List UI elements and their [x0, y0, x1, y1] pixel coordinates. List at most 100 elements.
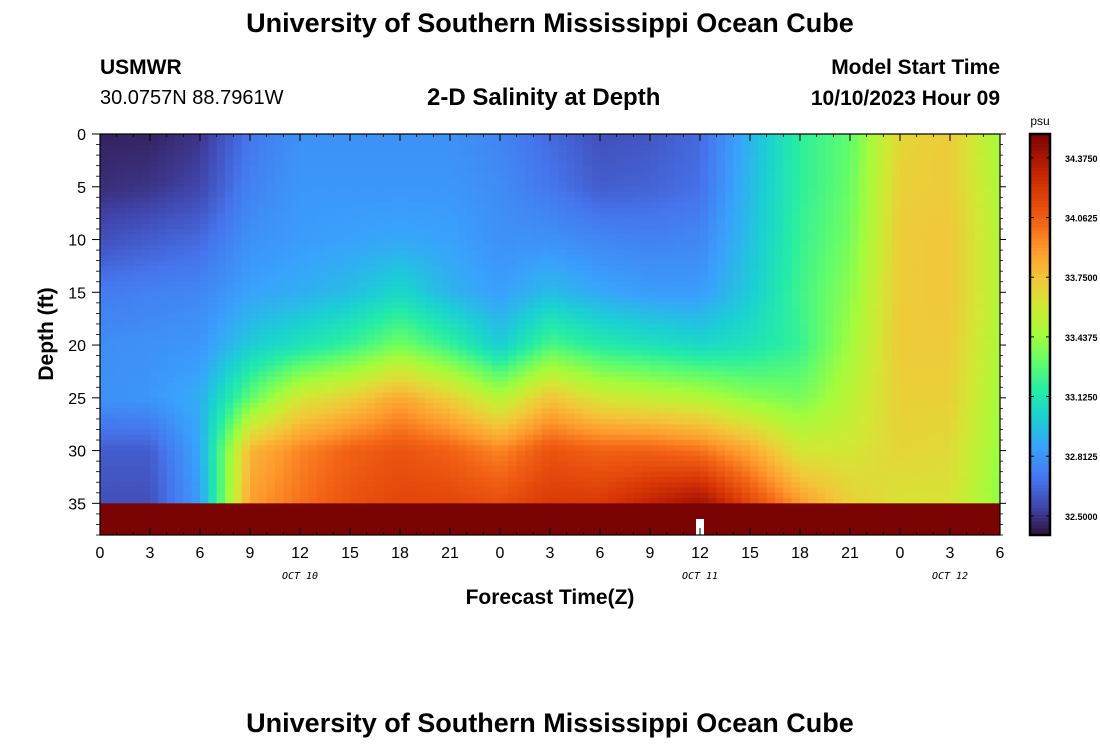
- heatmap-cell: [458, 403, 468, 409]
- heatmap-cell: [383, 302, 393, 309]
- heatmap-cell: [266, 334, 276, 341]
- heatmap-cell: [325, 455, 334, 462]
- heatmap-cell: [116, 165, 126, 172]
- heatmap-cell: [608, 202, 618, 209]
- heatmap-cell: [375, 255, 384, 262]
- heatmap-cell: [283, 366, 293, 373]
- heatmap-cell: [566, 260, 576, 267]
- heatmap-cell: [150, 529, 159, 535]
- heatmap-cell: [533, 339, 543, 346]
- heatmap-cell: [216, 134, 226, 140]
- heatmap-cell: [508, 255, 518, 262]
- heatmap-cell: [558, 302, 568, 309]
- heatmap-cell: [466, 255, 476, 262]
- heatmap-cell: [625, 376, 634, 383]
- heatmap-cell: [591, 239, 601, 246]
- heatmap-cell: [166, 387, 176, 394]
- heatmap-cell: [208, 292, 218, 299]
- heatmap-cell: [575, 413, 584, 420]
- heatmap-cell: [383, 244, 393, 251]
- heatmap-cell: [216, 281, 226, 288]
- heatmap-cell: [391, 492, 401, 499]
- heatmap-cell: [300, 160, 309, 167]
- heatmap-cell: [275, 181, 284, 188]
- heatmap-cell: [375, 445, 384, 452]
- heatmap-cell: [333, 318, 343, 325]
- heatmap-cell: [350, 355, 359, 362]
- heatmap-cell: [533, 529, 543, 535]
- heatmap-cell: [391, 207, 401, 214]
- heatmap-cell: [258, 371, 268, 378]
- heatmap-cell: [258, 360, 268, 367]
- heatmap-cell: [150, 429, 159, 436]
- heatmap-cell: [375, 260, 384, 267]
- heatmap-cell: [333, 192, 343, 198]
- heatmap-cell: [533, 366, 543, 373]
- heatmap-cell: [383, 508, 393, 515]
- heatmap-cell: [275, 255, 284, 262]
- heatmap-cell: [358, 418, 368, 425]
- heatmap-cell: [591, 513, 601, 520]
- heatmap-cell: [133, 276, 143, 283]
- heatmap-cell: [158, 508, 168, 515]
- heatmap-cell: [208, 403, 218, 409]
- heatmap-cell: [466, 181, 476, 188]
- heatmap-cell: [583, 250, 593, 256]
- heatmap-cell: [583, 271, 593, 278]
- heatmap-cell: [475, 366, 484, 373]
- heatmap-cell: [508, 350, 518, 357]
- heatmap-cell: [108, 471, 118, 478]
- heatmap-cell: [516, 403, 526, 409]
- heatmap-cell: [125, 355, 134, 362]
- heatmap-cell: [366, 487, 376, 494]
- heatmap-cell: [558, 139, 568, 146]
- heatmap-cell: [450, 424, 459, 431]
- heatmap-cell: [375, 492, 384, 499]
- heatmap-cell: [275, 186, 284, 193]
- heatmap-cell: [158, 302, 168, 309]
- heatmap-cell: [208, 455, 218, 462]
- heatmap-cell: [208, 392, 218, 399]
- heatmap-cell: [466, 155, 476, 161]
- heatmap-cell: [300, 313, 309, 320]
- heatmap-cell: [558, 323, 568, 330]
- heatmap-cell: [116, 508, 126, 515]
- heatmap-cell: [283, 170, 293, 177]
- heatmap-cell: [291, 455, 301, 462]
- heatmap-cell: [566, 250, 576, 256]
- heatmap-cell: [575, 287, 584, 293]
- heatmap-cell: [625, 513, 634, 520]
- heatmap-cell: [616, 381, 626, 388]
- heatmap-cell: [216, 334, 226, 341]
- heatmap-cell: [150, 170, 159, 177]
- heatmap-cell: [208, 250, 218, 256]
- heatmap-cell: [358, 466, 368, 473]
- heatmap-cell: [533, 302, 543, 309]
- heatmap-cell: [366, 155, 376, 161]
- heatmap-cell: [483, 250, 493, 256]
- heatmap-cell: [258, 455, 268, 462]
- heatmap-cell: [275, 445, 284, 452]
- heatmap-cell: [583, 313, 593, 320]
- heatmap-cell: [133, 186, 143, 193]
- heatmap-cell: [141, 424, 151, 431]
- heatmap-cell: [441, 455, 451, 462]
- heatmap-cell: [508, 281, 518, 288]
- heatmap-cell: [108, 271, 118, 278]
- heatmap-cell: [433, 276, 443, 283]
- heatmap-cell: [525, 318, 534, 325]
- heatmap-cell: [600, 355, 609, 362]
- heatmap-cell: [375, 476, 384, 483]
- heatmap-cell: [558, 529, 568, 535]
- heatmap-cell: [616, 461, 626, 468]
- heatmap-cell: [316, 265, 326, 272]
- heatmap-cell: [350, 287, 359, 293]
- heatmap-cell: [391, 244, 401, 251]
- heatmap-cell: [108, 292, 118, 299]
- heatmap-cell: [416, 260, 426, 267]
- heatmap-cell: [175, 218, 184, 225]
- heatmap-cell: [241, 160, 251, 167]
- heatmap-cell: [600, 455, 609, 462]
- heatmap-cell: [441, 276, 451, 283]
- heatmap-cell: [200, 482, 209, 489]
